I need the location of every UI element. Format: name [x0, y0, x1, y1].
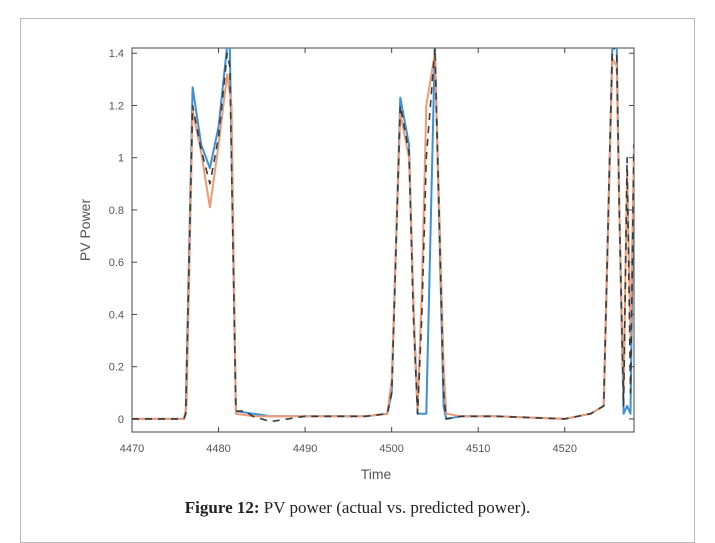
x-tick-label: 4480 — [206, 443, 230, 455]
plot-area: 0 0.2 0.4 0.6 0.8 1 1.2 1.4 4470 4480 4490 4500 4510… — [109, 47, 635, 455]
series-line-blue — [132, 48, 634, 420]
y-tick-label: 0.2 — [109, 362, 124, 374]
y-tick-label: 1.2 — [109, 100, 124, 112]
pv-power-chart: 0 0.2 0.4 0.6 0.8 1 1.2 1.4 4470 4480 4490 4500 4510… — [77, 47, 635, 482]
y-tick-label: 0.8 — [109, 205, 124, 217]
x-tick-label: 4470 — [120, 443, 144, 455]
y-tick-label: 0.6 — [109, 257, 124, 269]
y-tick-label: 1.4 — [109, 48, 124, 60]
x-tick-label: 4510 — [466, 443, 490, 455]
figure-caption: Figure 12: PV power (actual vs. predicte… — [0, 498, 715, 518]
caption-label: Figure 12: — [184, 498, 260, 517]
axes-box — [131, 47, 635, 433]
y-tick-label: 0.4 — [109, 309, 124, 321]
x-tick-label: 4520 — [553, 443, 577, 455]
x-tick-label: 4490 — [293, 443, 317, 455]
x-axis-label: Time — [361, 466, 392, 482]
caption-text: PV power (actual vs. predicted power). — [259, 498, 531, 517]
y-tick-label: 1 — [118, 153, 124, 165]
x-tick-label: 4500 — [379, 443, 403, 455]
y-tick-label: 0 — [118, 414, 124, 426]
series-line-orange — [132, 52, 634, 420]
series-line-dashed — [132, 48, 634, 423]
y-axis-label: PV Power — [77, 199, 93, 262]
